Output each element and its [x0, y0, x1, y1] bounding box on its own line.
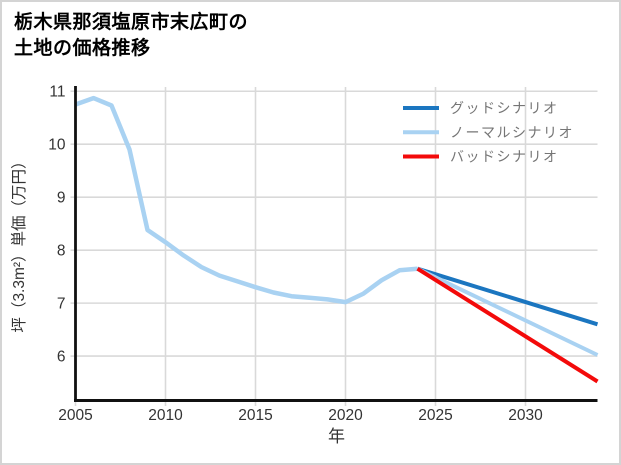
y-tick-label: 6 — [57, 349, 66, 366]
legend-item-bad-scenario: バッドシナリオ — [403, 149, 559, 165]
legend-item-normal-scenario: ノーマルシナリオ — [403, 124, 574, 140]
x-tick-label: 2010 — [148, 407, 183, 424]
y-tick-label: 7 — [57, 296, 66, 313]
x-axis-label: 年 — [328, 427, 345, 446]
legend-item-good-scenario: グッドシナリオ — [403, 100, 559, 116]
y-tick-label: 8 — [57, 243, 66, 260]
chart-title-line1: 栃木県那須塩原市末広町の — [14, 12, 249, 33]
x-tick-label: 2030 — [508, 407, 543, 424]
x-tick-label: 2005 — [58, 407, 92, 424]
history-line — [74, 95, 418, 305]
bad-scenario-legend-label: バッドシナリオ — [450, 149, 559, 165]
normal-scenario-legend-label: ノーマルシナリオ — [450, 124, 574, 140]
x-tick-label: 2025 — [418, 407, 452, 424]
chart-title: 栃木県那須塩原市末広町の 土地の価格推移 — [14, 10, 248, 62]
normal-scenario-line — [416, 266, 599, 357]
x-tick-label: 2020 — [328, 407, 363, 424]
bad-scenario-line — [416, 267, 599, 384]
good-scenario-line — [416, 266, 599, 327]
y-tick-label: 10 — [48, 137, 66, 154]
good-scenario-legend-label: グッドシナリオ — [450, 100, 559, 116]
y-tick-label: 11 — [49, 84, 65, 101]
y-tick-label: 9 — [57, 190, 66, 207]
y-axis-label: 坪（3.3m²）単価（万円） — [10, 153, 28, 332]
x-tick-label: 2015 — [238, 407, 272, 424]
chart-title-line2: 土地の価格推移 — [14, 38, 151, 60]
